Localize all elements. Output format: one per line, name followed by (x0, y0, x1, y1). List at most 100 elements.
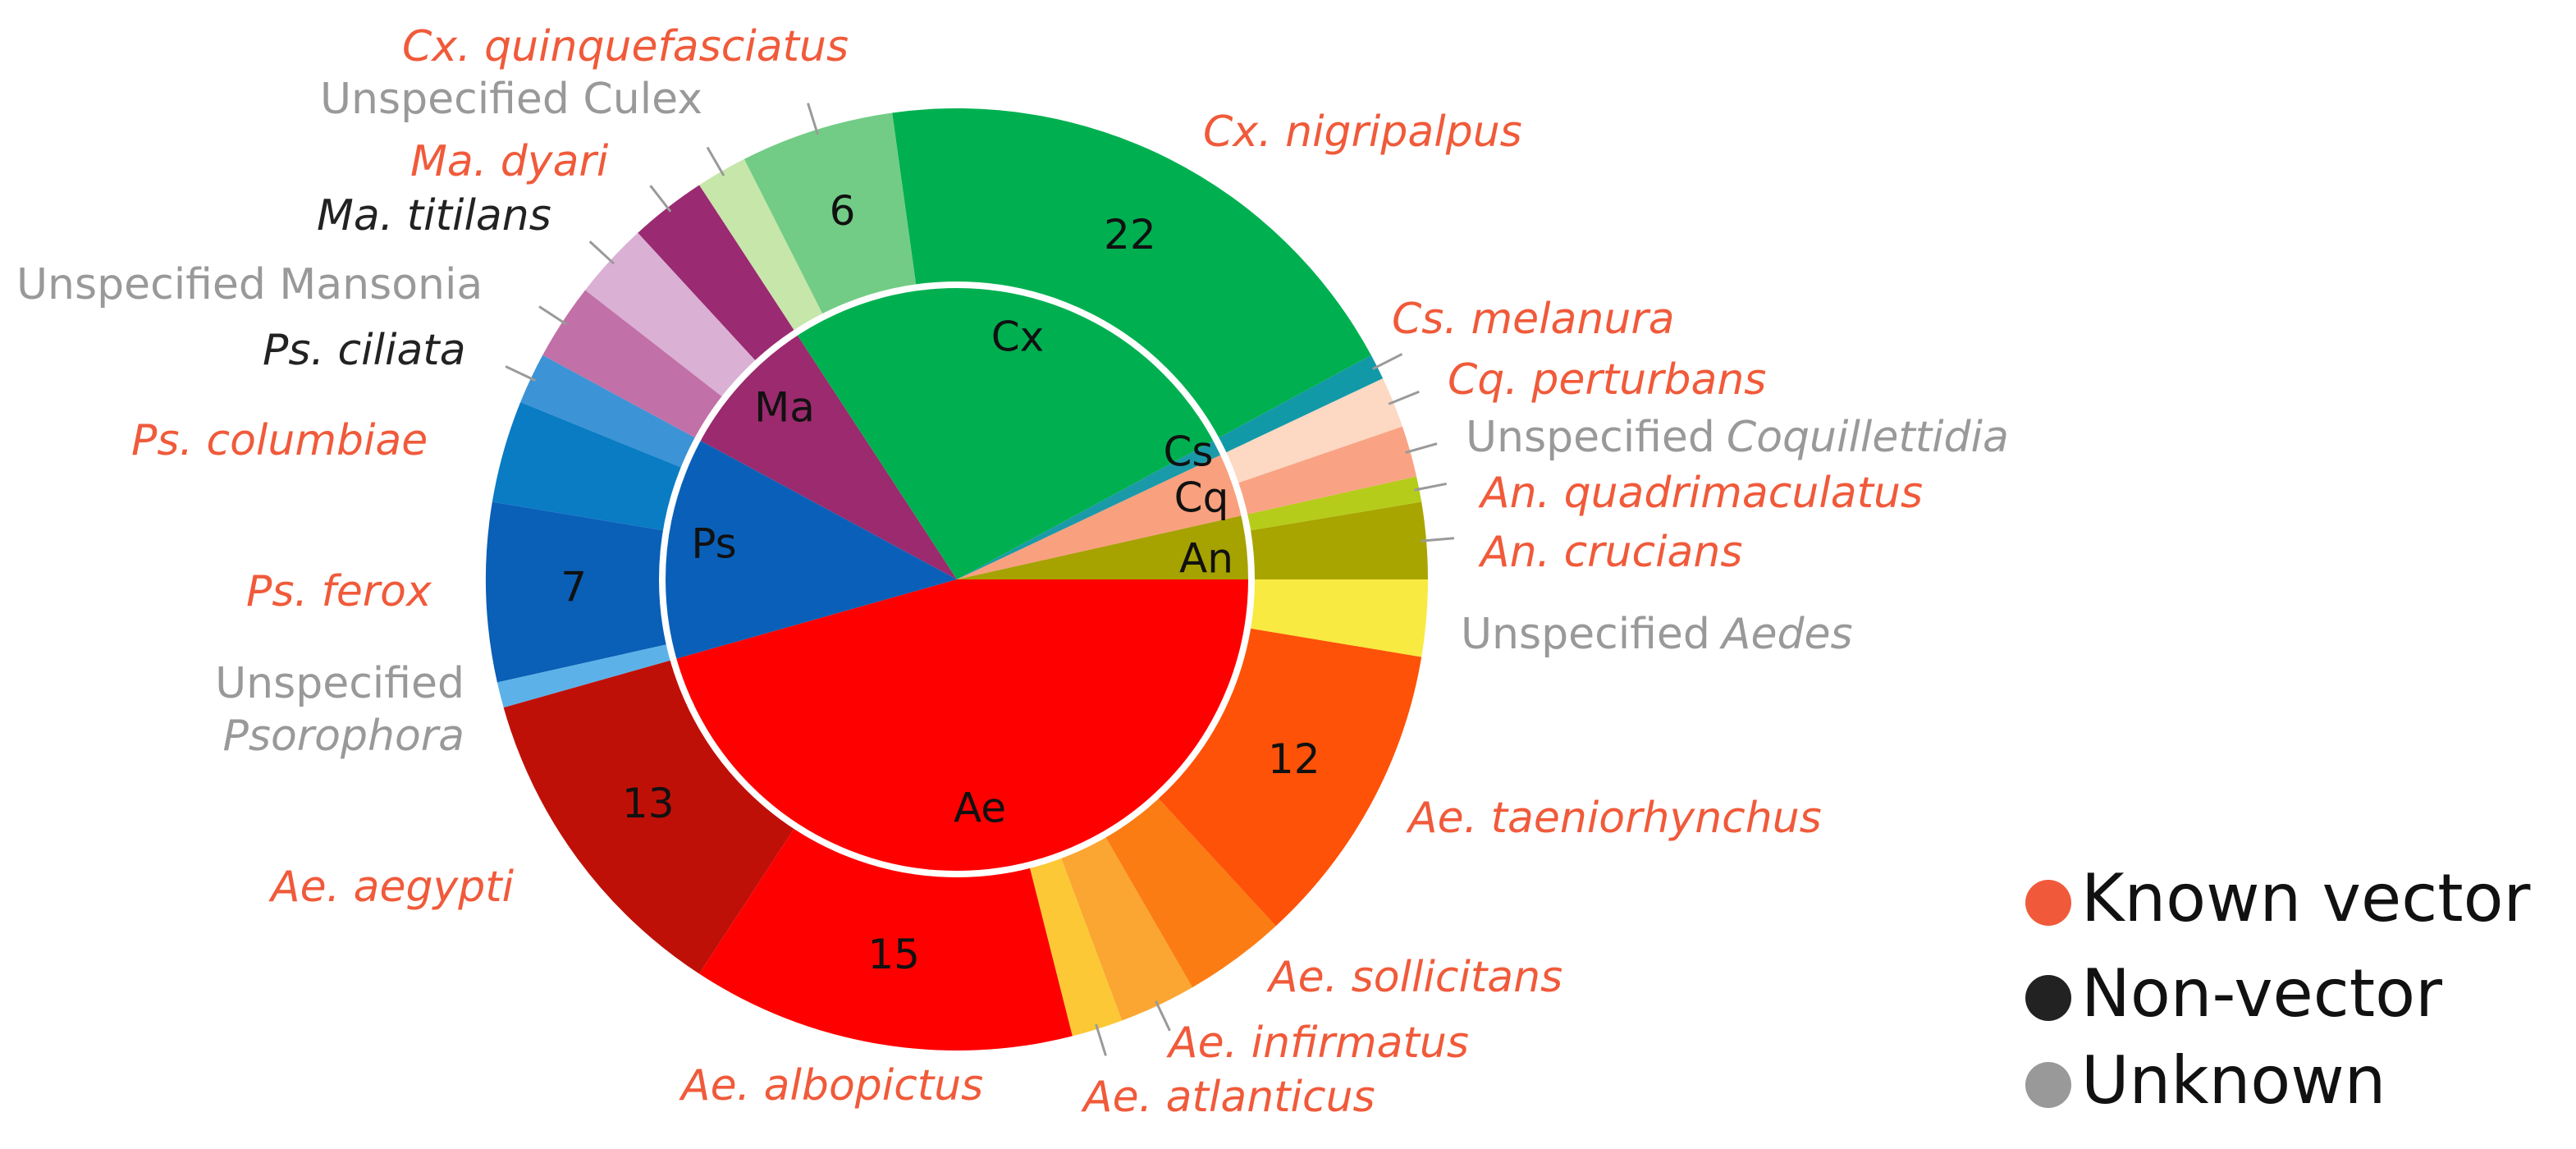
outer-label: Cx. quinquefasciatus (402, 22, 849, 71)
outer-label: An. crucians (1478, 528, 1742, 577)
label-part: Ps. ferox (246, 567, 432, 616)
leader-line (1372, 353, 1403, 370)
label-part: Cq. perturbans (1448, 355, 1766, 405)
inner-label: Ae (954, 785, 1006, 832)
legend-marker (2025, 880, 2071, 926)
inner-label: Ps (691, 520, 736, 568)
label-part: Ae. sollicitans (1266, 953, 1563, 1002)
outer-label: Unspecified Psorophora (215, 659, 464, 761)
inner-wedge (675, 579, 1249, 872)
outer-wedge (1248, 501, 1428, 579)
label-part: Psorophora (223, 712, 464, 761)
leader-line (1414, 482, 1448, 492)
label-part: Ae. infirmatus (1166, 1019, 1469, 1068)
outer-wedge (1029, 856, 1123, 1037)
leader-line (1155, 1000, 1171, 1032)
outer-wedge (503, 659, 796, 974)
legend-label: Non-vector (2081, 955, 2442, 1032)
label-part: Unspecified (1466, 413, 1715, 462)
ring-separator (659, 282, 1255, 877)
inner-label: Cq (1174, 474, 1229, 522)
label-part: Unspecified Culex (320, 75, 702, 124)
inner-wedge (957, 515, 1249, 579)
label-part: An. crucians (1478, 528, 1742, 577)
label-part: Ae. aegypti (268, 863, 515, 912)
outer-wedge (892, 108, 1371, 439)
label-part: Ae. albopictus (679, 1061, 983, 1110)
label-part: Cs. melanura (1392, 295, 1675, 344)
leader-line (1095, 1023, 1107, 1056)
value-label: 7 (560, 563, 587, 611)
inner-label: An (1179, 535, 1233, 583)
outer-label: Unspecified Aedes (1461, 610, 1853, 659)
outer-label: Unspecified Culex (320, 75, 702, 124)
value-label: 13 (622, 780, 675, 827)
label-part: An. quadrimaculatus (1478, 469, 1923, 518)
outer-label: An. quadrimaculatus (1478, 469, 1923, 518)
outer-label: Ma. dyari (410, 137, 609, 186)
outer-wedge (1216, 355, 1384, 454)
inner-wedge (957, 455, 1242, 579)
leader-line (538, 305, 568, 326)
leader-line (706, 146, 725, 176)
label-part: Ae. atlanticus (1081, 1073, 1375, 1122)
outer-label: Cq. perturbans (1448, 355, 1766, 405)
outer-label: Cx. nigripalpus (1203, 108, 1522, 157)
outer-wedge (1245, 476, 1422, 531)
label-part: Ma. dyari (410, 137, 609, 186)
value-label: 15 (867, 931, 920, 978)
label-part: Ps. columbiae (131, 416, 428, 465)
label-part: Ae. taeniorhynchus (1406, 794, 1822, 843)
inner-label: Cx (991, 314, 1045, 361)
outer-wedge (1156, 628, 1422, 927)
outer-wedge (744, 112, 917, 316)
outer-label: Ae. albopictus (679, 1061, 983, 1110)
leader-line (1405, 442, 1438, 454)
outer-wedge (585, 232, 757, 398)
legend-label: Known vector (2081, 860, 2531, 936)
leader-line (649, 185, 672, 213)
inner-wedge (797, 286, 1215, 579)
outer-wedge (520, 355, 698, 469)
outer-label: Cs. melanura (1392, 295, 1675, 344)
legend-label: Unknown (2081, 1042, 2386, 1119)
leader-line (1421, 537, 1455, 542)
legend-marker (2025, 975, 2071, 1021)
outer-label: Ma. titilans (317, 191, 551, 240)
inner-label: Ma (754, 384, 815, 432)
outer-label: Ae. taeniorhynchus (1406, 794, 1822, 843)
outer-label: Ps. ciliata (263, 326, 466, 375)
outer-wedge (699, 826, 1073, 1051)
outer-label: Ae. infirmatus (1166, 1019, 1469, 1068)
label-part: Ps. ciliata (263, 326, 466, 375)
outer-wedge (699, 158, 824, 332)
label-part: Ma. titilans (317, 191, 551, 240)
label-part: Coquillettidia (1727, 413, 2009, 462)
outer-wedge (638, 185, 796, 363)
outer-wedge (492, 401, 684, 531)
outer-label: Unspecified Mansonia (16, 260, 483, 309)
outer-wedge (1248, 579, 1428, 657)
outer-label: Ae. sollicitans (1266, 953, 1563, 1002)
outer-label: Ae. aegypti (268, 863, 515, 912)
label-part: Unspecified (1461, 610, 1710, 659)
outer-label: Ps. columbiae (131, 416, 428, 465)
inner-wedge (699, 334, 957, 579)
outer-wedge (1060, 835, 1192, 1021)
inner-wedge (665, 440, 957, 659)
inner-label: Cs (1164, 428, 1214, 476)
value-label: 22 (1104, 211, 1156, 259)
label-part: Aedes (1719, 610, 1853, 659)
label-part: Cx. nigripalpus (1203, 108, 1522, 157)
label-part: Unspecified Mansonia (16, 260, 483, 309)
outer-wedge (1224, 378, 1402, 484)
outer-wedge (542, 290, 724, 439)
leader-line (807, 103, 819, 135)
leader-line (505, 365, 536, 382)
outer-wedge (496, 643, 673, 708)
outer-wedge (1236, 426, 1417, 515)
outer-label: Ps. ferox (246, 567, 432, 616)
label-part: Unspecified (215, 659, 464, 708)
leader-line (1388, 390, 1420, 405)
